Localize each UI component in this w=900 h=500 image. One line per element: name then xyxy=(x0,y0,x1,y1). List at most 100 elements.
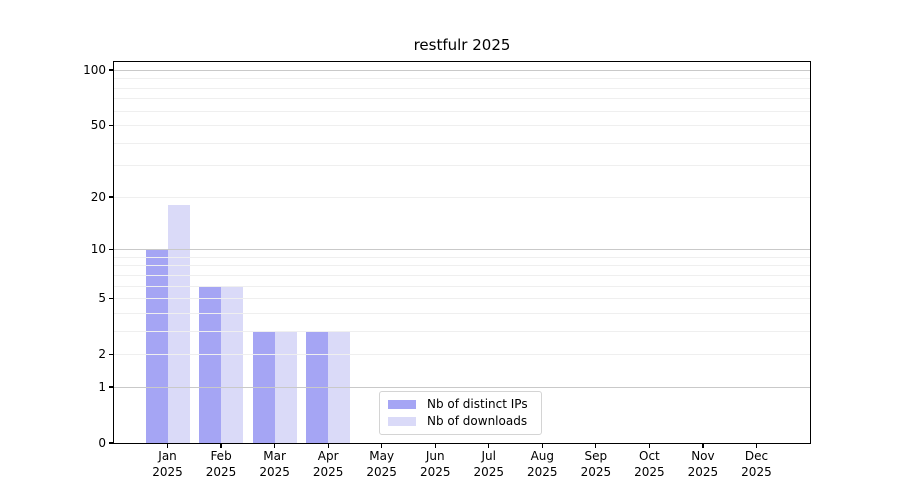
bar-ips-mar xyxy=(252,330,275,443)
bar-downloads-apr xyxy=(328,330,351,443)
x-tick xyxy=(648,443,651,448)
x-tick-label: Sep 2025 xyxy=(565,449,627,480)
x-tick-year: 2025 xyxy=(205,464,237,479)
y-tick-label: 5 xyxy=(98,291,106,306)
x-tick xyxy=(327,443,329,448)
y-tick-label: 1 xyxy=(98,379,106,394)
x-tick-label: Oct 2025 xyxy=(618,449,680,480)
bar-ips-apr xyxy=(306,330,329,443)
x-tick-label: Dec 2025 xyxy=(725,449,787,480)
minor-gridline xyxy=(114,330,810,332)
x-tick xyxy=(166,443,169,448)
y-tick xyxy=(109,353,114,355)
plot-border xyxy=(113,61,811,444)
y-tick xyxy=(109,196,114,198)
x-tick-label: Jun 2025 xyxy=(404,449,466,480)
x-tick xyxy=(702,443,704,448)
x-tick-label: Nov 2025 xyxy=(672,449,734,480)
x-tick xyxy=(755,443,758,448)
minor-gridline xyxy=(114,196,810,198)
x-tick-year: 2025 xyxy=(312,464,344,479)
bar-downloads-jan xyxy=(167,205,190,443)
x-tick-month: Jun xyxy=(425,449,445,463)
x-tick-year: 2025 xyxy=(419,464,451,479)
minor-gridline xyxy=(114,256,810,258)
x-tick xyxy=(220,443,222,448)
legend-swatch-downloads xyxy=(388,417,416,426)
x-tick-year: 2025 xyxy=(580,464,612,479)
y-tick xyxy=(109,69,114,71)
minor-gridline xyxy=(114,87,810,89)
x-tick-month: Aug xyxy=(530,449,555,463)
y-tick xyxy=(109,386,114,388)
bar-downloads-mar xyxy=(274,330,297,443)
x-tick-label: Aug 2025 xyxy=(511,449,573,480)
x-tick-month: Jan xyxy=(158,449,177,463)
x-tick-month: Feb xyxy=(210,449,232,463)
x-tick-month: Dec xyxy=(744,449,769,463)
x-tick-label: May 2025 xyxy=(351,449,413,480)
major-gridline xyxy=(114,70,810,71)
x-tick xyxy=(273,443,276,448)
x-tick xyxy=(595,443,597,448)
x-tick-month: Nov xyxy=(691,449,715,463)
minor-gridline xyxy=(114,110,810,112)
x-tick-label: Feb 2025 xyxy=(190,449,252,480)
x-tick-month: Apr xyxy=(317,449,339,463)
x-tick-month: Mar xyxy=(263,449,286,463)
minor-gridline xyxy=(114,285,810,287)
bar-downloads-feb xyxy=(221,285,244,443)
y-tick-label: 2 xyxy=(98,347,106,362)
x-tick-year: 2025 xyxy=(259,464,290,479)
x-tick-label: Apr 2025 xyxy=(297,449,359,480)
y-tick xyxy=(109,442,114,444)
x-tick-year: 2025 xyxy=(687,464,719,479)
y-tick xyxy=(109,297,114,299)
chart-title: restfulr 2025 xyxy=(413,36,511,54)
y-tick-label: 100 xyxy=(83,63,106,77)
major-gridline xyxy=(114,249,810,251)
x-tick-month: Jul xyxy=(481,449,496,463)
minor-gridline xyxy=(114,165,810,167)
y-tick xyxy=(109,248,114,250)
x-tick-year: 2025 xyxy=(366,464,397,479)
x-tick xyxy=(541,443,543,448)
legend-swatch-ips xyxy=(388,400,416,409)
y-tick xyxy=(109,124,114,126)
y-tick-label: 50 xyxy=(90,118,106,133)
x-tick-month: Sep xyxy=(584,449,608,463)
major-gridline xyxy=(114,386,810,388)
minor-gridline xyxy=(114,125,810,127)
bar-ips-feb xyxy=(199,285,222,443)
minor-gridline xyxy=(114,78,810,80)
x-tick xyxy=(381,443,383,448)
y-tick-label: 20 xyxy=(90,189,106,204)
x-tick-year: 2025 xyxy=(634,464,665,479)
minor-gridline xyxy=(114,265,810,267)
legend-row: Nb of distinct IPs xyxy=(388,397,533,412)
y-tick-label: 0 xyxy=(98,436,106,450)
x-tick-year: 2025 xyxy=(152,464,183,479)
x-tick-year: 2025 xyxy=(741,464,772,479)
legend-row: Nb of downloads xyxy=(388,414,533,429)
x-tick-month: May xyxy=(369,449,395,463)
x-tick-year: 2025 xyxy=(527,464,558,479)
y-tick-label: 10 xyxy=(90,242,106,257)
x-tick-month: Oct xyxy=(639,449,660,463)
x-tick-year: 2025 xyxy=(473,464,505,479)
x-tick xyxy=(488,443,490,448)
legend: Nb of distinct IPs Nb of downloads xyxy=(379,391,542,435)
x-tick-label: Jan 2025 xyxy=(137,449,199,480)
minor-gridline xyxy=(114,142,810,144)
x-tick xyxy=(434,443,436,448)
minor-gridline xyxy=(114,354,810,356)
x-tick-label: Mar 2025 xyxy=(244,449,306,480)
x-tick-label: Jul 2025 xyxy=(458,449,520,480)
legend-label: Nb of downloads xyxy=(427,414,528,428)
legend-label: Nb of distinct IPs xyxy=(427,397,528,411)
minor-gridline xyxy=(114,298,810,300)
minor-gridline xyxy=(114,98,810,100)
bar-ips-jan xyxy=(145,249,168,443)
minor-gridline xyxy=(114,274,810,276)
